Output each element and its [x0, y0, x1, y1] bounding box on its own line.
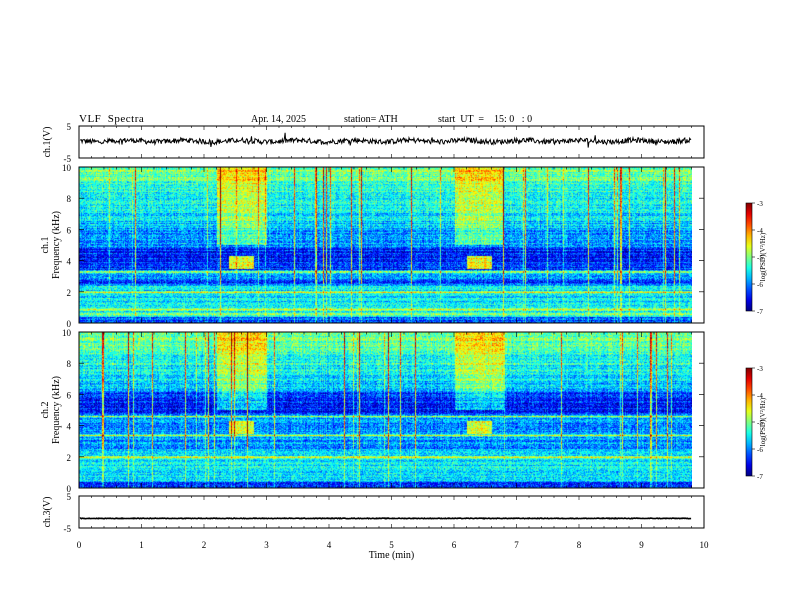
date-label: Apr. 14, 2025 — [251, 114, 306, 125]
ch1-spectrogram-ytick-label: 8 — [67, 194, 72, 204]
xaxis-tick-label: 9 — [639, 540, 644, 550]
start-time-label: start UT = 15: 0 : 0 — [438, 114, 533, 125]
chart-title: VLF Spectra — [79, 113, 145, 125]
xaxis-tick-label: 7 — [514, 540, 519, 550]
ch3-waveform-ytick-label: 5 — [67, 492, 72, 502]
ch3-waveform-ytick-label: -5 — [64, 524, 72, 534]
ch2-spectrogram-ytick-label: 6 — [67, 390, 72, 400]
xaxis-tick-label: 5 — [389, 540, 394, 550]
ch2-spectrogram-colorbar-tick-label: -4 — [757, 392, 763, 400]
ch1-waveform-ytick-label: -5 — [64, 154, 72, 164]
ch2-spectrogram-colorbar-tick-label: -5 — [757, 419, 763, 427]
ch1-spectrogram-ylabel: Frequency (kHz) — [51, 211, 62, 279]
xaxis-tick-label: 2 — [202, 540, 207, 550]
xaxis-tick-label: 6 — [452, 540, 457, 550]
ch2-spectrogram-ytick-label: 8 — [67, 359, 72, 369]
ch1-spectrogram-ytick-label: 2 — [67, 288, 72, 298]
ch3-waveform-series-line — [79, 517, 692, 520]
ch1-spectrogram-heatmap-image — [79, 167, 692, 323]
ch2-spectrogram-channel-label: ch.2 — [40, 402, 51, 419]
ch1-waveform-ylabel: ch.1(V) — [42, 127, 53, 158]
ch1-waveform-ytick-label: 5 — [67, 122, 72, 132]
xaxis-tick-label: 8 — [577, 540, 582, 550]
ch2-spectrogram-ytick-label: 0 — [67, 484, 72, 494]
ch2-spectrogram-ytick-label: 2 — [67, 453, 72, 463]
ch1-spectrogram-colorbar-tick-label: -4 — [757, 227, 763, 235]
xaxis-label: Time (min) — [369, 550, 414, 561]
ch1-spectrogram-ytick-label: 6 — [67, 225, 72, 235]
xaxis-tick-label: 1 — [139, 540, 144, 550]
xaxis-tick-label: 4 — [327, 540, 332, 550]
ch1-spectrogram-channel-label: ch.1 — [40, 237, 51, 254]
ch2-spectrogram-colorbar-tick-label: -3 — [757, 365, 763, 373]
ch2-spectrogram-colorbar — [745, 367, 753, 477]
ch2-spectrogram-colorbar-label: log(PSD)(V²/Hz) — [759, 397, 767, 446]
ch3-waveform-ylabel: ch.3(V) — [42, 497, 53, 528]
ch1-spectrogram-ytick-label: 10 — [62, 163, 72, 173]
station-label: station= ATH — [344, 114, 398, 125]
ch1-spectrogram-colorbar-label: log(PSD)(V²/Hz) — [759, 232, 767, 281]
ch2-spectrogram-colorbar-tick-label: -7 — [757, 473, 763, 481]
ch1-spectrogram-colorbar-tick-label: -3 — [757, 200, 763, 208]
ch1-spectrogram-ytick-label: 0 — [67, 319, 72, 329]
ch1-spectrogram-colorbar-tick-label: -6 — [757, 281, 763, 289]
ch1-spectrogram-ytick-label: 4 — [67, 257, 72, 267]
xaxis-tick-label: 10 — [700, 540, 710, 550]
ch1-spectrogram-colorbar-tick-label: -7 — [757, 308, 763, 316]
ch2-spectrogram-colorbar-tick-label: -6 — [757, 446, 763, 454]
ch2-spectrogram-heatmap-image — [79, 332, 692, 488]
xaxis-tick-label: 0 — [77, 540, 82, 550]
ch2-spectrogram-ytick-label: 10 — [62, 328, 72, 338]
ch3-waveform-frame — [78, 495, 705, 529]
ch2-spectrogram-ytick-label: 4 — [67, 422, 72, 432]
ch1-spectrogram-colorbar-tick-label: -5 — [757, 254, 763, 262]
ch2-spectrogram-ylabel: Frequency (kHz) — [51, 376, 62, 444]
ch1-waveform-series-line — [79, 132, 692, 148]
xaxis-tick-label: 3 — [264, 540, 269, 550]
ch1-spectrogram-colorbar — [745, 202, 753, 312]
